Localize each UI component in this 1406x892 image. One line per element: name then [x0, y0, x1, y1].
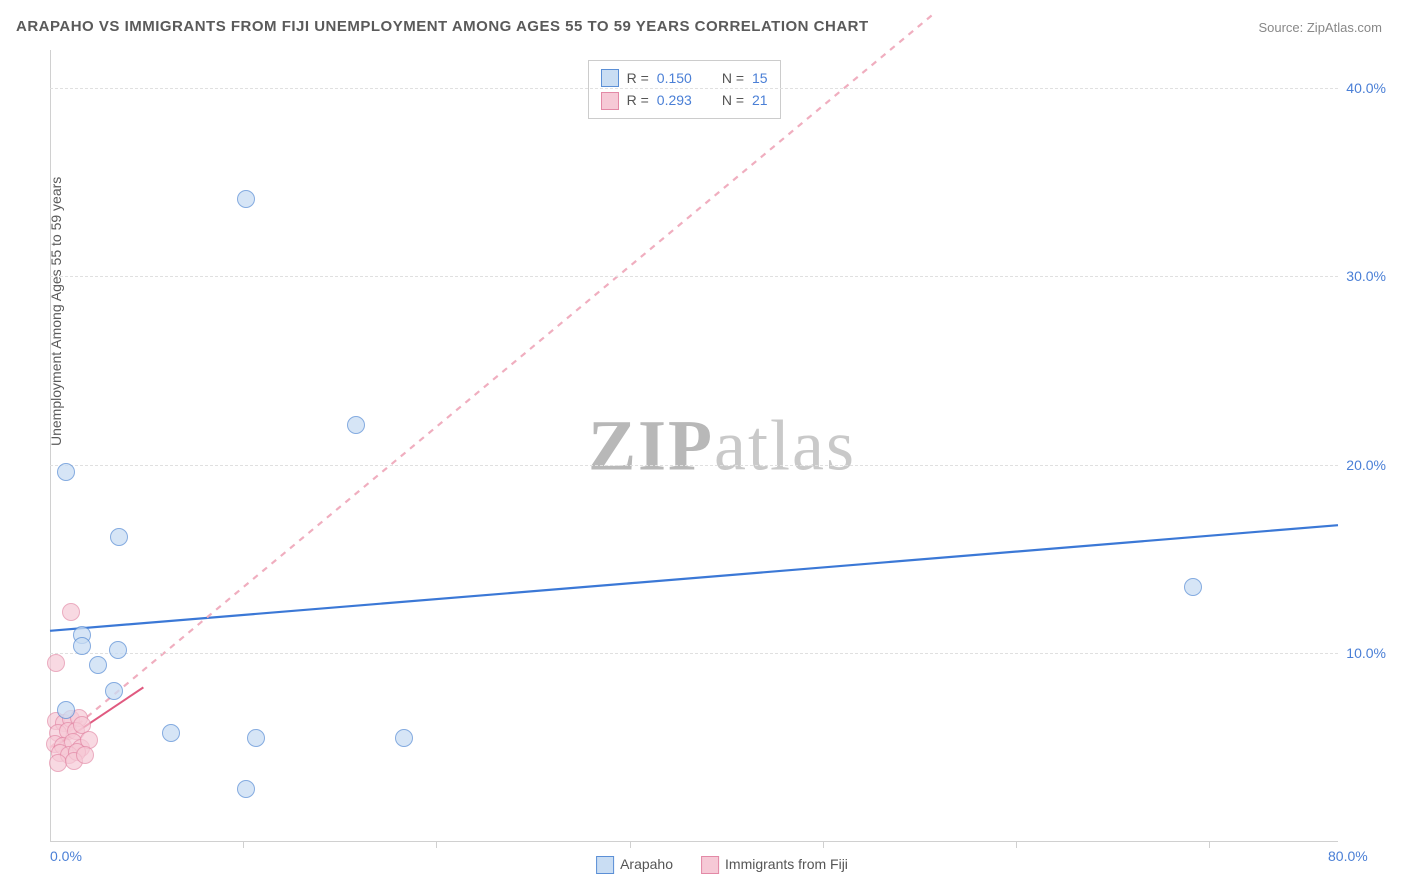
source-prefix: Source: — [1258, 20, 1306, 35]
gridline-h — [50, 653, 1338, 654]
data-point-arapaho — [247, 729, 265, 747]
x-tick-mark — [436, 842, 437, 848]
legend-swatch — [701, 856, 719, 874]
n-label: N = — [722, 67, 744, 89]
data-point-arapaho — [237, 190, 255, 208]
data-point-arapaho — [162, 724, 180, 742]
trend-lines-layer — [50, 50, 1338, 842]
source-attribution: Source: ZipAtlas.com — [1258, 20, 1382, 35]
y-tick-label: 20.0% — [1346, 457, 1386, 473]
data-point-arapaho — [109, 641, 127, 659]
watermark-part1: ZIP — [588, 406, 714, 486]
data-point-arapaho — [73, 637, 91, 655]
data-point-arapaho — [57, 701, 75, 719]
data-point-arapaho — [347, 416, 365, 434]
watermark-part2: atlas — [714, 406, 856, 486]
trend-line-fiji — [50, 12, 936, 747]
x-tick-mark — [243, 842, 244, 848]
data-point-fiji — [47, 654, 65, 672]
x-tick-mark — [630, 842, 631, 848]
data-point-arapaho — [105, 682, 123, 700]
stats-legend-row: R = 0.150 N = 15 — [601, 67, 768, 89]
n-value: 21 — [752, 89, 768, 111]
data-point-arapaho — [395, 729, 413, 747]
stats-legend-row: R = 0.293 N = 21 — [601, 89, 768, 111]
y-tick-label: 30.0% — [1346, 268, 1386, 284]
legend-swatch — [596, 856, 614, 874]
data-point-arapaho — [110, 528, 128, 546]
legend-label: Arapaho — [620, 856, 673, 872]
legend-item: Immigrants from Fiji — [701, 856, 848, 874]
data-point-fiji — [62, 603, 80, 621]
r-label: R = — [627, 67, 649, 89]
x-tick-mark — [1016, 842, 1017, 848]
legend-label: Immigrants from Fiji — [725, 856, 848, 872]
x-tick-mark — [823, 842, 824, 848]
plot-area: Unemployment Among Ages 55 to 59 years Z… — [50, 50, 1394, 842]
x-tick-label: 80.0% — [1328, 848, 1368, 864]
r-value: 0.293 — [657, 89, 692, 111]
data-point-arapaho — [237, 780, 255, 798]
legend-swatch — [601, 92, 619, 110]
gridline-h — [50, 88, 1338, 89]
data-point-arapaho — [57, 463, 75, 481]
data-point-arapaho — [89, 656, 107, 674]
y-tick-label: 40.0% — [1346, 80, 1386, 96]
r-label: R = — [627, 89, 649, 111]
x-tick-label: 0.0% — [50, 848, 82, 864]
n-label: N = — [722, 89, 744, 111]
r-value: 0.150 — [657, 67, 692, 89]
chart-title: ARAPAHO VS IMMIGRANTS FROM FIJI UNEMPLOY… — [16, 18, 869, 35]
series-legend: Arapaho Immigrants from Fiji — [596, 856, 848, 874]
y-tick-label: 10.0% — [1346, 645, 1386, 661]
n-value: 15 — [752, 67, 768, 89]
trend-line-arapaho — [50, 525, 1338, 631]
data-point-fiji — [76, 746, 94, 764]
stats-legend: R = 0.150 N = 15 R = 0.293 N = 21 — [588, 60, 781, 119]
legend-swatch — [601, 69, 619, 87]
legend-item: Arapaho — [596, 856, 673, 874]
gridline-h — [50, 276, 1338, 277]
data-point-arapaho — [1184, 578, 1202, 596]
watermark: ZIPatlas — [588, 405, 856, 488]
x-tick-mark — [1209, 842, 1210, 848]
source-link[interactable]: ZipAtlas.com — [1307, 20, 1382, 35]
gridline-h — [50, 465, 1338, 466]
